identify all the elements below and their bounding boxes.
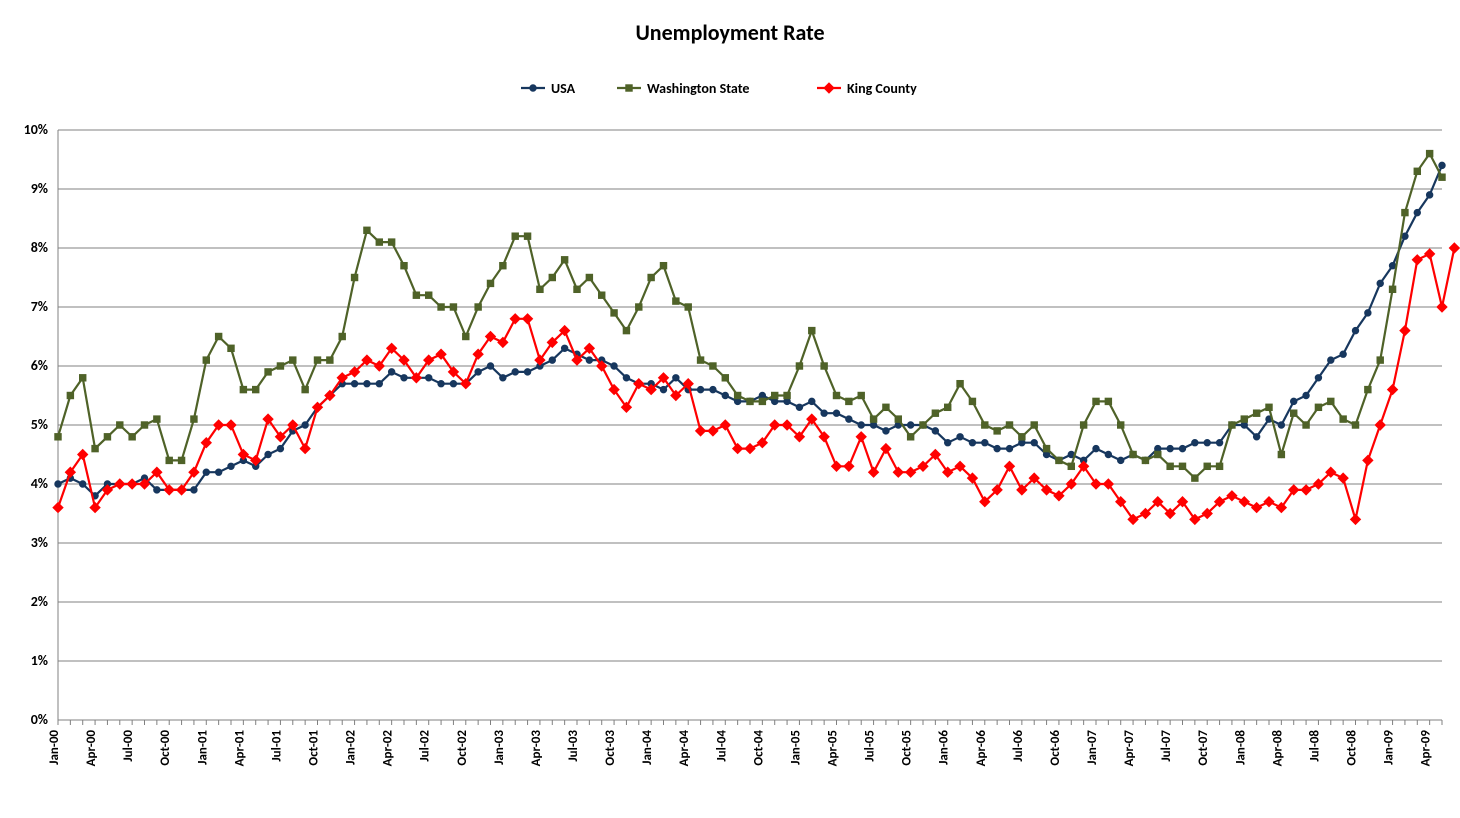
x-tick-label: Jul-00 <box>121 730 136 762</box>
x-tick-label: Oct-06 <box>1048 730 1063 766</box>
y-tick-label: 10% <box>24 121 48 138</box>
x-tick-label: Jan-05 <box>788 730 803 765</box>
x-tick-label: Jan-04 <box>640 730 655 765</box>
y-tick-label: 1% <box>31 652 48 669</box>
x-tick-label: Jul-02 <box>418 730 433 762</box>
x-tick-label: Jan-01 <box>195 730 210 765</box>
y-tick-label: 7% <box>31 298 48 315</box>
x-tick-label: Oct-04 <box>751 730 766 766</box>
x-tick-label: Jan-03 <box>492 730 507 765</box>
unemployment-chart: Unemployment Rate USA Washington State King… <box>0 0 1460 818</box>
x-tick-label: Oct-07 <box>1196 730 1211 766</box>
x-tick-label: Jan-06 <box>937 730 952 765</box>
x-tick-label: Apr-08 <box>1270 730 1285 767</box>
x-tick-label: Jul-05 <box>863 730 878 762</box>
x-tick-label: Oct-01 <box>307 730 322 766</box>
x-tick-label: Jul-01 <box>269 730 284 762</box>
x-tick-label: Jul-08 <box>1307 730 1322 762</box>
legend-label: USA <box>551 80 576 97</box>
legend-label: Washington State <box>647 80 749 97</box>
x-tick-label: Oct-02 <box>455 730 470 766</box>
y-tick-label: 3% <box>31 534 48 551</box>
x-tick-label: Oct-03 <box>603 730 618 766</box>
x-tick-label: Jul-06 <box>1011 730 1026 762</box>
x-tick-label: Apr-05 <box>826 730 841 766</box>
x-tick-label: Jul-04 <box>714 730 729 762</box>
x-tick-label: Apr-09 <box>1419 730 1434 767</box>
x-tick-label: Apr-00 <box>84 730 99 767</box>
x-tick-label: Apr-03 <box>529 730 544 767</box>
x-tick-label: Jul-07 <box>1159 730 1174 762</box>
y-tick-label: 6% <box>31 357 48 374</box>
x-tick-label: Apr-01 <box>232 730 247 767</box>
x-tick-label: Jan-08 <box>1233 730 1248 765</box>
x-tick-label: Oct-05 <box>900 730 915 766</box>
chart-title: Unemployment Rate <box>635 19 824 46</box>
x-tick-label: Jan-07 <box>1085 730 1100 765</box>
y-tick-label: 4% <box>31 475 48 492</box>
x-tick-label: Oct-08 <box>1345 730 1360 766</box>
y-tick-label: 8% <box>31 239 48 256</box>
y-tick-label: 9% <box>31 180 48 197</box>
legend-label: King County <box>847 80 917 97</box>
x-tick-label: Apr-04 <box>677 730 692 767</box>
x-tick-label: Jan-00 <box>47 730 62 765</box>
x-tick-label: Jan-02 <box>344 730 359 765</box>
x-tick-label: Apr-07 <box>1122 730 1137 767</box>
y-tick-label: 0% <box>31 711 48 728</box>
y-tick-label: 5% <box>31 416 48 433</box>
x-tick-label: Jan-09 <box>1382 730 1397 765</box>
x-tick-label: Apr-06 <box>974 730 989 767</box>
x-tick-label: Jul-03 <box>566 730 581 762</box>
x-tick-label: Oct-00 <box>158 730 173 766</box>
chart-container: Unemployment Rate USA Washington State King… <box>0 0 1460 818</box>
y-tick-label: 2% <box>31 593 48 610</box>
x-tick-label: Apr-02 <box>381 730 396 767</box>
